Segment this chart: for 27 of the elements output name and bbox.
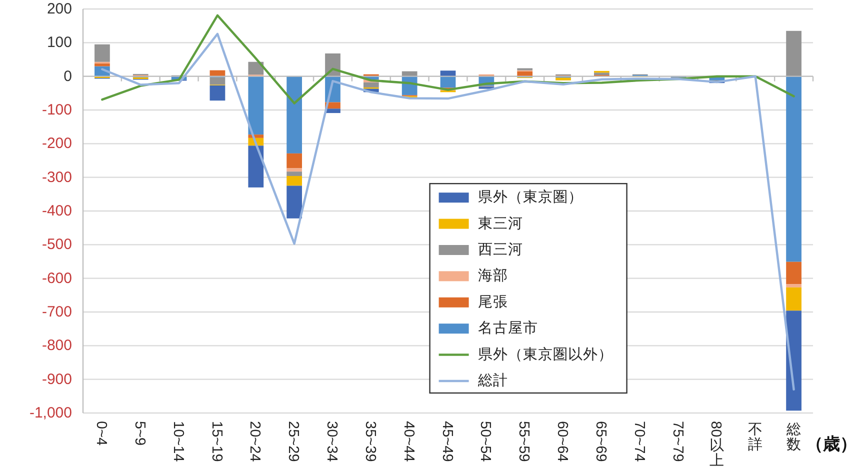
legend-label: 県外（東京圏）	[478, 188, 583, 206]
y-tick-label: -500	[42, 236, 72, 254]
x-tick-label: 不詳	[748, 422, 763, 453]
y-tick-label: -400	[42, 202, 72, 220]
y-tick-label: 0	[64, 68, 72, 85]
y-tick-label: -900	[42, 370, 72, 388]
y-tick-label: -1,000	[29, 404, 72, 422]
y-tick-label: -100	[42, 102, 72, 118]
y-tick-label: 100	[46, 34, 72, 52]
x-tick-label: 80以上	[708, 421, 724, 469]
y-tick-label: -200	[42, 135, 72, 152]
y-tick-label: -300	[42, 168, 72, 186]
legend-label: 東三河	[478, 214, 523, 232]
y-tick-label: -800	[42, 337, 72, 354]
legend-label: 海部	[478, 267, 508, 284]
legend-label: 県外（東京圏以外）	[478, 346, 613, 363]
y-tick-label: -600	[42, 270, 72, 287]
legend-label: 総計	[476, 372, 508, 389]
y-tick-label: 200	[46, 0, 72, 18]
x-tick-label: 総数	[785, 420, 802, 453]
x-tick-label: 5~9	[131, 421, 148, 446]
legend-label: 名古屋市	[478, 320, 538, 337]
x-tick-label: 0~4	[92, 421, 109, 446]
x-axis-title: （歳）	[806, 434, 857, 454]
legend-label: 西三河	[478, 241, 523, 258]
y-tick-label: -700	[42, 304, 72, 320]
legend-label: 尾張	[478, 294, 508, 310]
